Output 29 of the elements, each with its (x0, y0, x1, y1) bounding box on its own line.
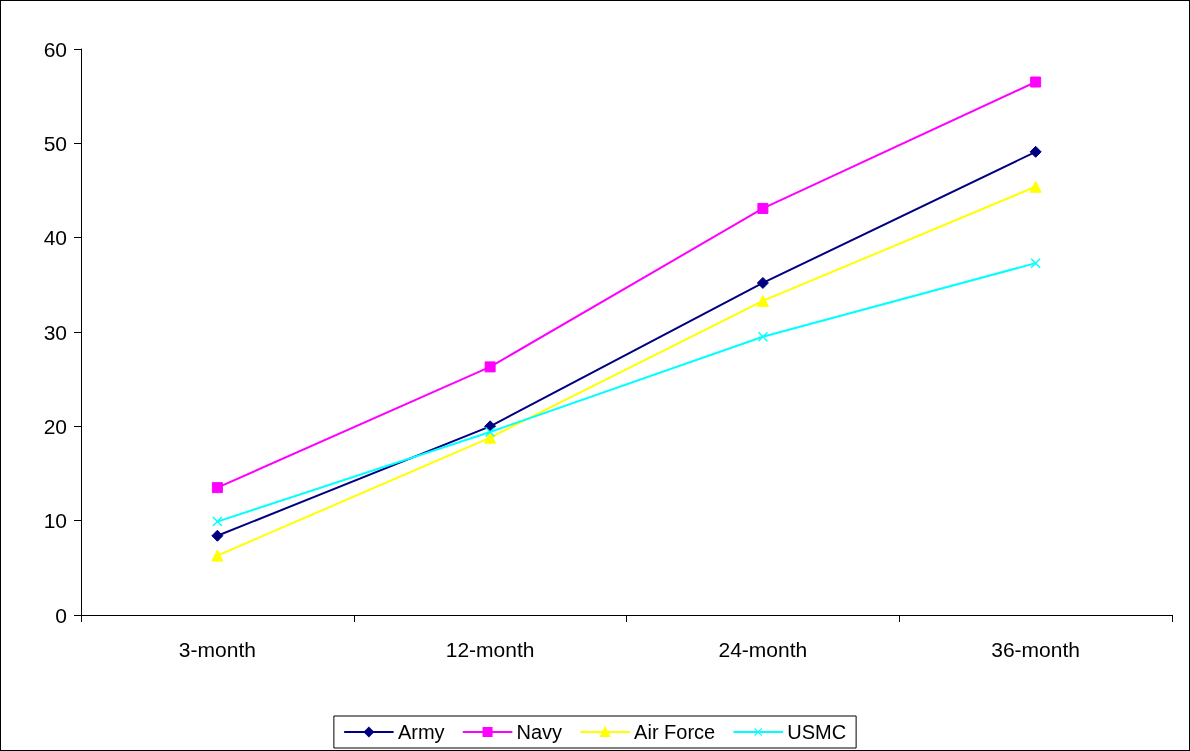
point (756, 276, 769, 289)
y-tick-label: 10 (43, 509, 67, 533)
y-tick-label: 30 (43, 320, 67, 344)
point (1030, 76, 1042, 88)
legend-label: Navy (516, 721, 563, 743)
point (211, 549, 224, 562)
x-tick-label: 3-month (178, 638, 256, 661)
y-tick-label: 40 (43, 226, 67, 250)
point (1029, 145, 1042, 158)
x-tick-label: 36-month (991, 638, 1080, 661)
y-tick-label: 0 (55, 603, 67, 627)
point (212, 516, 223, 527)
point (757, 331, 768, 342)
y-tick-label: 20 (43, 414, 67, 438)
point (211, 529, 224, 542)
legend-label: Army (397, 721, 445, 743)
legend-label: USMC (787, 721, 847, 743)
legend-label: Air Force (634, 721, 716, 743)
point (757, 202, 769, 214)
y-tick-label: 50 (43, 131, 67, 155)
point (211, 482, 223, 494)
point (484, 361, 496, 373)
point (1030, 258, 1041, 269)
point (1029, 180, 1042, 193)
y-tick-label: 60 (43, 37, 67, 61)
x-tick-label: 12-month (445, 638, 535, 661)
x-tick-label: 24-month (718, 638, 808, 661)
point (756, 294, 769, 307)
point (485, 426, 496, 437)
